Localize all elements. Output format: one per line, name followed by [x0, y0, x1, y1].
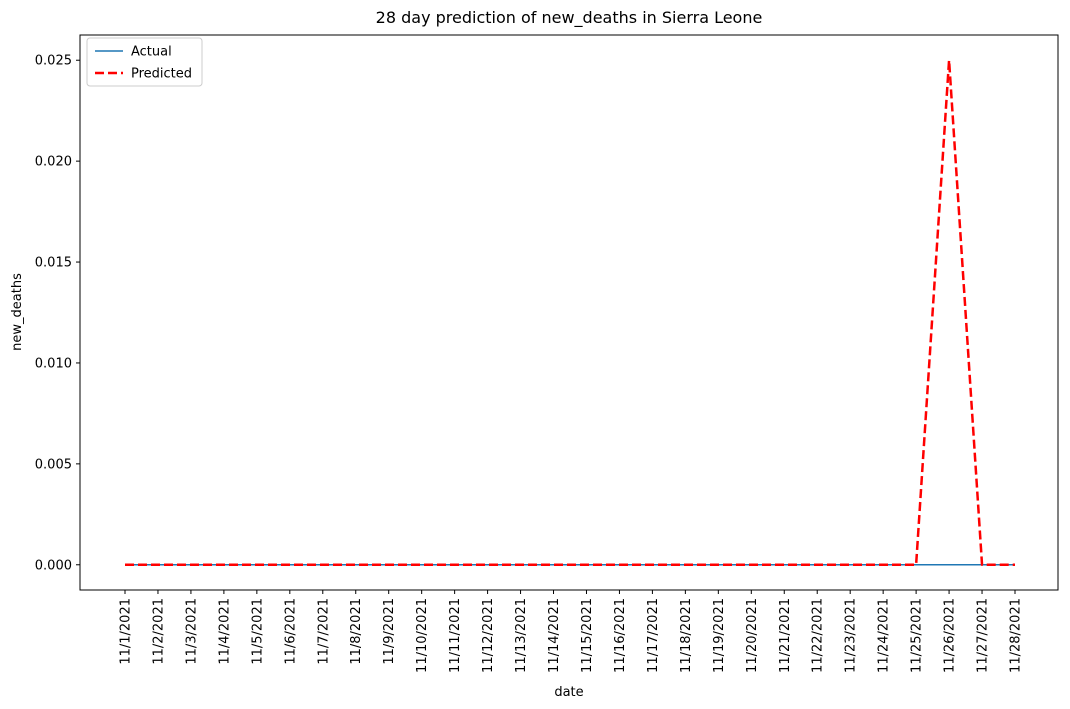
x-tick-label: 11/28/2021 [1009, 598, 1024, 673]
y-tick-label: 0.025 [35, 54, 72, 69]
x-tick-label: 11/15/2021 [580, 598, 595, 673]
x-tick-label: 11/16/2021 [613, 598, 628, 673]
x-tick-label: 11/12/2021 [481, 598, 496, 673]
x-tick-label: 11/18/2021 [679, 598, 694, 673]
x-axis: 11/1/2021 11/2/2021 11/3/2021 11/4/2021 11/5… [119, 590, 1024, 673]
x-tick-label: 11/20/2021 [745, 598, 760, 673]
x-tick-label: 11/3/2021 [184, 598, 199, 665]
x-tick-label: 11/25/2021 [910, 598, 925, 673]
y-tick-label: 0.005 [35, 457, 72, 472]
y-tick-label: 0.015 [35, 256, 72, 271]
y-tick-label: 0.020 [35, 155, 72, 170]
y-tick-label: 0.010 [35, 356, 72, 371]
x-tick-label: 11/4/2021 [217, 598, 232, 665]
x-tick-label: 11/27/2021 [976, 598, 991, 673]
y-tick-label: 0.000 [35, 558, 72, 573]
x-tick-label: 11/2/2021 [151, 598, 166, 665]
plot-frame [79, 34, 1059, 591]
x-tick-label: 11/24/2021 [877, 598, 892, 673]
plot-area [125, 58, 1015, 567]
x-tick-label: 11/9/2021 [382, 598, 397, 665]
series-line-predicted [125, 58, 1015, 567]
x-tick-label: 11/17/2021 [646, 598, 661, 673]
x-tick-label: 11/19/2021 [712, 598, 727, 673]
legend: Actual Predicted [86, 37, 203, 87]
legend-label-actual: Actual [131, 45, 172, 60]
x-tick-label: 11/26/2021 [943, 598, 958, 673]
x-tick-label: 11/14/2021 [547, 598, 562, 673]
x-tick-label: 11/21/2021 [778, 598, 793, 673]
x-axis-label: date [554, 685, 583, 700]
chart-title: 28 day prediction of new_deaths in Sierr… [376, 8, 763, 28]
x-tick-label: 11/7/2021 [316, 598, 331, 665]
x-tick-label: 11/23/2021 [844, 598, 859, 673]
legend-label-predicted: Predicted [131, 67, 192, 82]
x-tick-label: 11/11/2021 [448, 598, 463, 673]
x-tick-label: 11/10/2021 [415, 598, 430, 673]
y-axis: 0.000 0.005 0.010 0.015 0.020 0.025 [35, 54, 80, 573]
x-tick-label: 11/8/2021 [349, 598, 364, 665]
y-axis-label: new_deaths [10, 273, 25, 351]
x-tick-label: 11/22/2021 [811, 598, 826, 673]
x-tick-label: 11/1/2021 [119, 598, 134, 665]
x-tick-label: 11/5/2021 [250, 598, 265, 665]
x-tick-label: 11/13/2021 [514, 598, 529, 673]
x-tick-label: 11/6/2021 [283, 598, 298, 665]
